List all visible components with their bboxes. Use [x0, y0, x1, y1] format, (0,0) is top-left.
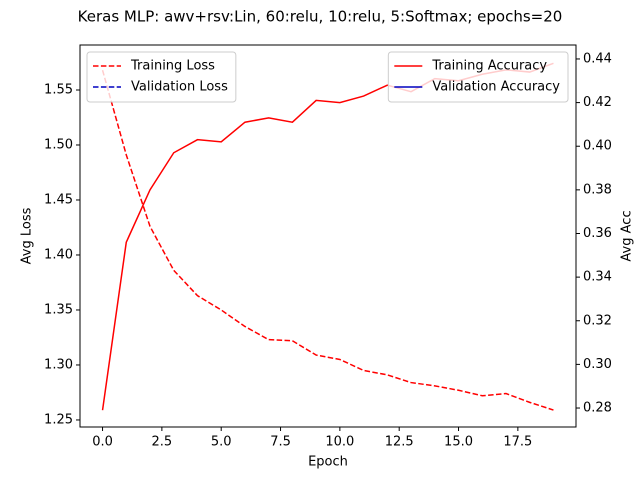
legend-box — [86, 51, 237, 103]
y2-tick-label: 0.34 — [583, 270, 612, 285]
x-tick-label: 5.0 — [211, 435, 232, 450]
y2-tick-label: 0.28 — [583, 401, 612, 416]
y-tick-label: 1.45 — [44, 192, 73, 207]
y-tick-label: 1.50 — [44, 137, 73, 152]
y2-tick-label: 0.38 — [583, 182, 612, 197]
y-tick-label: 1.25 — [44, 412, 73, 427]
legend-box — [387, 51, 569, 103]
x-tick-label: 15.0 — [444, 435, 473, 450]
y-tick-label: 1.35 — [44, 302, 73, 317]
y2-tick-label: 0.30 — [583, 357, 612, 372]
y2-tick-label: 0.36 — [583, 226, 612, 241]
x-tick-label: 2.5 — [152, 435, 173, 450]
line-series — [101, 62, 554, 411]
legend-label: Training Loss — [130, 59, 215, 74]
legend-label: Validation Loss — [131, 80, 228, 95]
chart-title: Keras MLP: awv+rsv:Lin, 60:relu, 10:relu… — [78, 8, 563, 26]
x-tick-label: 0.0 — [92, 435, 113, 450]
x-tick-label: 7.5 — [270, 435, 291, 450]
y-tick-label: 1.30 — [44, 357, 73, 372]
y2-tick-label: 0.32 — [583, 313, 612, 328]
x-tick-label: 17.5 — [503, 435, 532, 450]
y2-tick-label: 0.44 — [583, 51, 612, 66]
y2-tick-label: 0.40 — [583, 139, 612, 154]
plot-frame — [79, 44, 577, 428]
legend-label: Validation Accuracy — [432, 80, 560, 95]
x-tick-label: 12.5 — [385, 435, 414, 450]
y2-tick-label: 0.42 — [583, 95, 612, 110]
y2-axis-label: Avg Acc — [620, 210, 635, 261]
y-axis-label: Avg Loss — [20, 207, 35, 264]
x-tick-label: 10.0 — [325, 435, 354, 450]
line-series — [101, 69, 554, 411]
y-tick-label: 1.55 — [44, 82, 73, 97]
y-tick-label: 1.40 — [44, 247, 73, 262]
x-axis-label: Epoch — [308, 455, 348, 470]
legend-label: Training Accuracy — [431, 59, 547, 74]
